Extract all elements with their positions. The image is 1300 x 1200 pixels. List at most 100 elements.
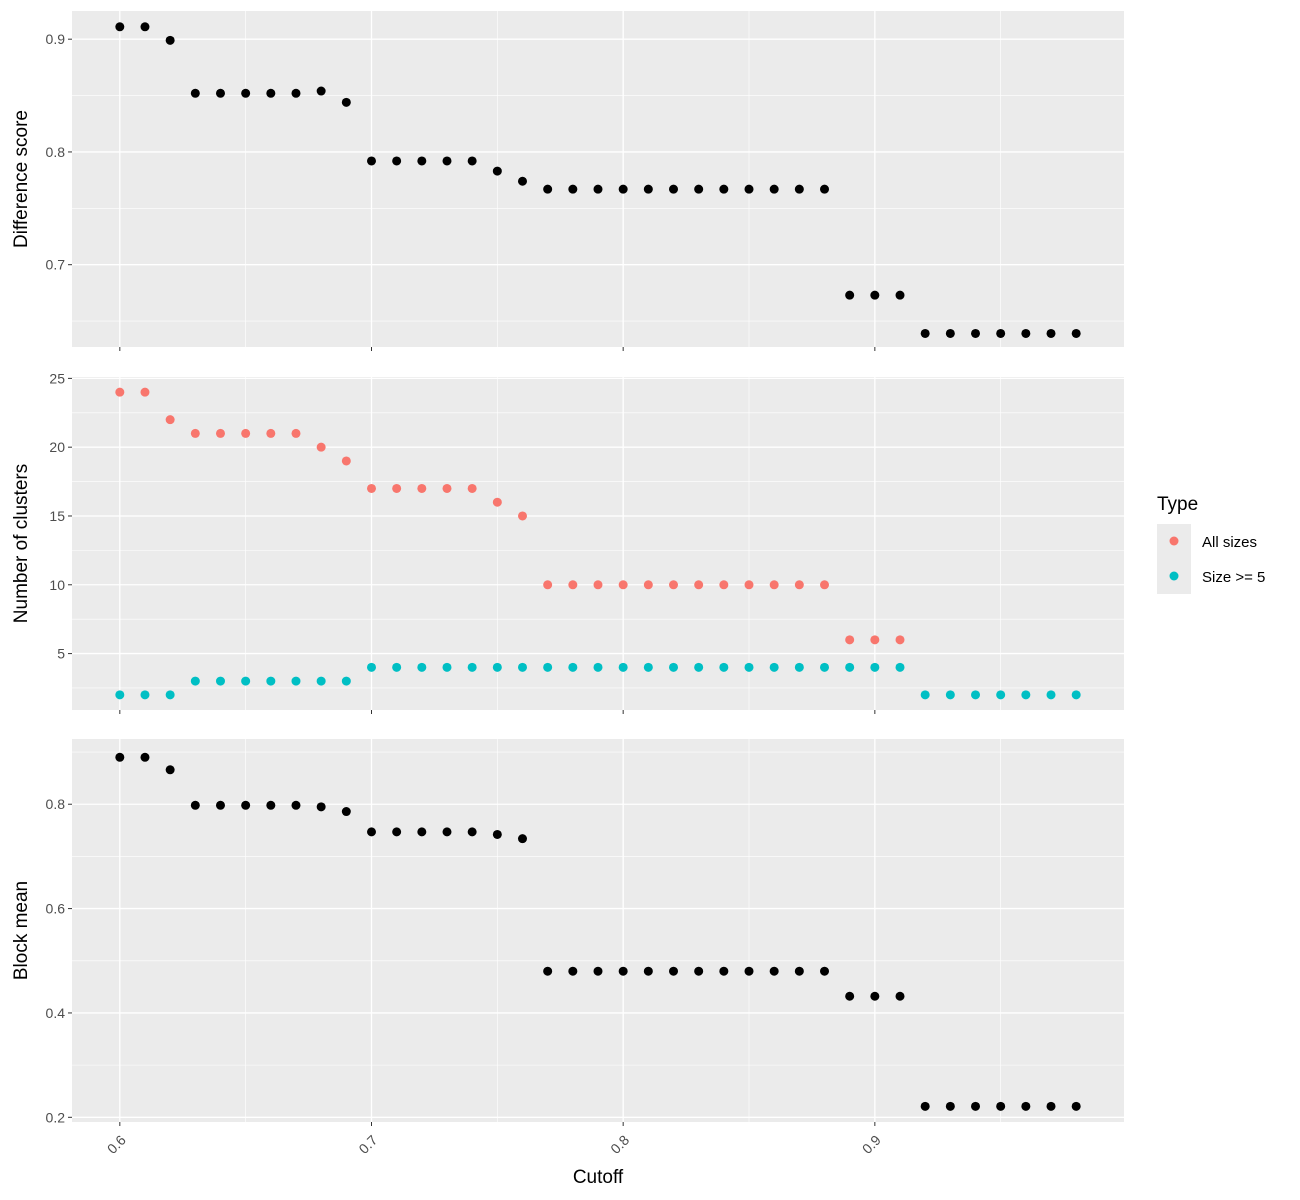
data-point (366, 827, 376, 837)
data-point (895, 290, 905, 300)
data-point (417, 827, 427, 837)
data-point (971, 690, 981, 700)
data-point (694, 580, 704, 590)
data-point (215, 800, 225, 810)
y-tick-label: 5 (57, 646, 65, 662)
data-point (996, 690, 1006, 700)
chart-panels: 0.7 0.8 0.9 Difference score 5 10 15 20 25 Number… (11, 11, 1124, 1157)
data-point (794, 966, 804, 976)
data-point (593, 966, 603, 976)
data-point (845, 635, 855, 645)
data-point (442, 483, 452, 493)
data-point (643, 580, 653, 590)
data-point (996, 1101, 1006, 1111)
x-tick-label: 0.7 (355, 1132, 380, 1157)
y-tick-label: 15 (49, 508, 65, 524)
data-point (291, 88, 301, 98)
series-difference-0 (115, 22, 1081, 338)
y-tick-label: 0.8 (46, 796, 66, 812)
data-point (266, 428, 276, 438)
data-point (492, 166, 502, 176)
data-point (266, 800, 276, 810)
data-point (719, 966, 729, 976)
y-axis-title: Block mean (11, 881, 32, 980)
data-point (593, 580, 603, 590)
data-point (467, 827, 477, 837)
x-tick-label: 0.6 (104, 1132, 129, 1157)
data-point (467, 662, 477, 672)
data-point (291, 800, 301, 810)
data-point (190, 800, 200, 810)
data-point (543, 966, 553, 976)
data-point (618, 184, 628, 194)
data-point (442, 662, 452, 672)
data-point (492, 829, 502, 839)
data-point (241, 88, 251, 98)
data-point (341, 676, 351, 686)
data-point (215, 676, 225, 686)
data-point (669, 184, 679, 194)
panel-background (72, 739, 1124, 1122)
data-point (241, 800, 251, 810)
series-clusters-1 (115, 662, 1081, 700)
data-point (669, 966, 679, 976)
data-point (190, 428, 200, 438)
data-point (492, 662, 502, 672)
data-point (165, 35, 175, 45)
data-point (316, 86, 326, 96)
data-point (618, 662, 628, 672)
data-point (618, 580, 628, 590)
legend-title: Type (1157, 494, 1198, 515)
data-point (190, 88, 200, 98)
data-point (115, 690, 125, 700)
data-point (543, 662, 553, 672)
data-point (140, 690, 150, 700)
data-point (820, 966, 830, 976)
data-point (845, 290, 855, 300)
panel-background (72, 377, 1124, 710)
data-point (543, 580, 553, 590)
data-point (241, 676, 251, 686)
data-point (517, 834, 527, 844)
data-point (719, 580, 729, 590)
data-point (769, 662, 779, 672)
data-point (115, 22, 125, 32)
data-point (694, 184, 704, 194)
data-point (517, 176, 527, 186)
data-point (643, 662, 653, 672)
legend-key-size-5 (1169, 571, 1179, 581)
data-point (341, 97, 351, 107)
legend-label-size-5: Size >= 5 (1202, 569, 1265, 586)
data-point (643, 184, 653, 194)
data-point (417, 662, 427, 672)
data-point (996, 328, 1006, 338)
data-point (870, 662, 880, 672)
data-point (669, 580, 679, 590)
data-point (845, 991, 855, 1001)
data-point (719, 662, 729, 672)
data-point (341, 807, 351, 817)
legend-key-all-sizes (1169, 536, 1179, 546)
data-point (266, 88, 276, 98)
data-point (1021, 328, 1031, 338)
data-point (241, 428, 251, 438)
data-point (945, 328, 955, 338)
x-axis-title: Cutoff (573, 1167, 624, 1188)
data-point (366, 156, 376, 166)
data-point (971, 328, 981, 338)
data-point (820, 580, 830, 590)
data-point (341, 456, 351, 466)
data-point (895, 635, 905, 645)
data-point (442, 827, 452, 837)
data-point (769, 580, 779, 590)
data-point (769, 966, 779, 976)
data-point (140, 387, 150, 397)
panel-clusters: 5 10 15 20 25 Number of clusters (11, 370, 1124, 714)
data-point (215, 428, 225, 438)
y-tick-label: 0.2 (46, 1109, 66, 1125)
data-point (568, 966, 578, 976)
data-point (920, 328, 930, 338)
data-point (1021, 690, 1031, 700)
data-point (517, 511, 527, 521)
data-point (392, 827, 402, 837)
